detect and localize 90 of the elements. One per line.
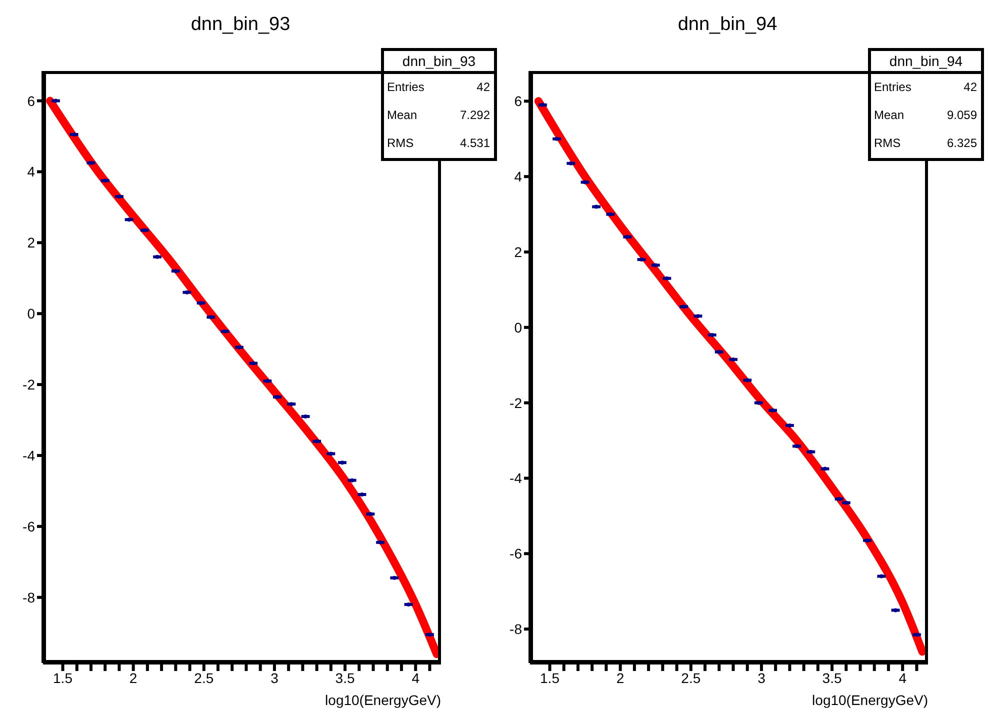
point bbox=[428, 632, 432, 637]
point bbox=[594, 204, 598, 209]
point bbox=[54, 98, 58, 103]
point bbox=[368, 512, 372, 516]
point bbox=[639, 258, 644, 262]
point bbox=[223, 329, 228, 334]
point bbox=[127, 218, 132, 222]
point bbox=[142, 228, 147, 232]
point bbox=[625, 234, 630, 239]
point bbox=[717, 350, 722, 354]
point bbox=[174, 269, 178, 274]
x-tick-label: 1.5 bbox=[540, 670, 560, 686]
y-tick-label: -4 bbox=[510, 470, 522, 486]
point bbox=[837, 496, 842, 501]
y-tick-label: -8 bbox=[22, 589, 36, 606]
chart-title: dnn_bin_93 bbox=[190, 14, 292, 36]
point bbox=[314, 439, 319, 444]
y-tick-label: -2 bbox=[22, 376, 36, 393]
point bbox=[155, 254, 160, 259]
annotation: Mean bbox=[874, 108, 904, 122]
x-tick-label: 3 bbox=[758, 670, 766, 686]
x-tick-label: 3 bbox=[270, 670, 279, 686]
x-axis-title: log10(EnergyGeV) bbox=[325, 692, 441, 708]
x-tick-label: 2 bbox=[129, 670, 138, 686]
annotation: RMS bbox=[874, 136, 901, 150]
point bbox=[392, 576, 396, 580]
annotation: Mean bbox=[387, 108, 418, 122]
point bbox=[914, 632, 919, 637]
x-tick-label: 3.5 bbox=[335, 670, 355, 686]
y-tick-label: -2 bbox=[510, 394, 522, 411]
point bbox=[540, 102, 545, 107]
point bbox=[237, 345, 242, 350]
point bbox=[822, 466, 827, 471]
y-tick-label: -8 bbox=[510, 621, 522, 638]
x-tick-label: 2 bbox=[616, 670, 624, 686]
point bbox=[568, 161, 573, 166]
annotation: RMS bbox=[387, 136, 414, 150]
stats-box: dnn_bin_94 Entries 42 Mean 9.059 RMS 6.325 bbox=[868, 48, 984, 161]
y-tick-label: 6 bbox=[514, 93, 522, 110]
point bbox=[583, 180, 588, 184]
point bbox=[289, 402, 294, 406]
point bbox=[608, 212, 612, 216]
x-tick-label: 3.5 bbox=[822, 670, 842, 686]
point bbox=[199, 300, 204, 305]
x-axis-title: log10(EnergyGeV) bbox=[812, 692, 928, 708]
annotation: Entries bbox=[387, 80, 424, 94]
point bbox=[696, 314, 700, 318]
y-tick-label: 0 bbox=[514, 319, 522, 336]
point bbox=[378, 540, 382, 544]
point bbox=[251, 361, 256, 366]
y-tick-label: 2 bbox=[514, 244, 522, 260]
point bbox=[894, 608, 898, 612]
y-tick-label: 4 bbox=[514, 168, 522, 185]
y-tick-label: 2 bbox=[27, 234, 36, 251]
point bbox=[275, 394, 280, 399]
point bbox=[328, 452, 333, 456]
x-tick-label: 2.5 bbox=[194, 670, 214, 686]
x-tick-label: 4 bbox=[898, 670, 907, 686]
stats-box: dnn_bin_93 Entries 42 Mean 7.292 RMS 4.531 bbox=[381, 48, 497, 161]
annotation: Entries bbox=[874, 80, 912, 94]
point bbox=[682, 304, 686, 309]
point bbox=[756, 400, 761, 405]
point bbox=[554, 136, 559, 141]
y-tick-label: 6 bbox=[27, 92, 36, 109]
point bbox=[208, 315, 213, 320]
point bbox=[117, 194, 122, 199]
x-tick-label: 2.5 bbox=[681, 670, 701, 686]
point bbox=[350, 478, 354, 482]
point bbox=[406, 602, 411, 606]
point bbox=[654, 263, 658, 268]
point bbox=[844, 500, 848, 505]
point bbox=[710, 332, 714, 337]
point bbox=[88, 160, 93, 165]
point bbox=[745, 378, 750, 382]
point bbox=[788, 423, 792, 428]
point bbox=[340, 460, 344, 465]
point bbox=[664, 276, 669, 280]
point bbox=[184, 290, 189, 294]
y-tick-label: -6 bbox=[22, 518, 36, 534]
y-tick-label: -4 bbox=[22, 447, 36, 464]
point bbox=[879, 574, 884, 578]
x-tick-label: 4 bbox=[412, 670, 420, 686]
point bbox=[808, 450, 813, 454]
y-tick-label: 4 bbox=[27, 164, 36, 180]
point bbox=[103, 178, 108, 183]
point bbox=[865, 538, 870, 542]
y-tick-label: 0 bbox=[27, 306, 36, 322]
chart-title: dnn_bin_94 bbox=[676, 14, 778, 36]
y-tick-label: -6 bbox=[510, 546, 522, 562]
x-tick-label: 1.5 bbox=[53, 670, 73, 686]
